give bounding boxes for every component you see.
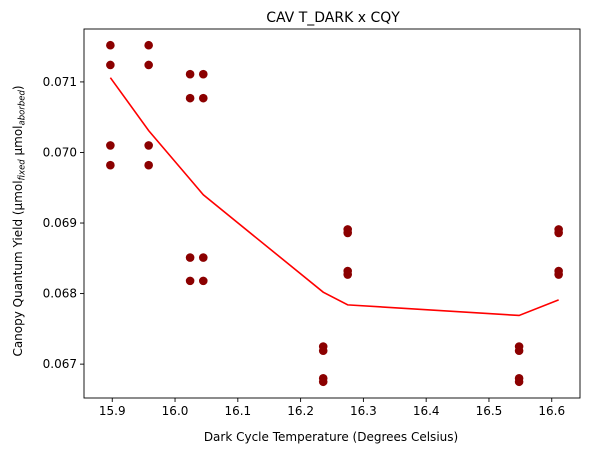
axes-frame: [83, 28, 581, 399]
x-tick-label: 16.6: [538, 404, 565, 418]
data-point: [185, 93, 195, 103]
data-point: [343, 228, 353, 238]
data-point: [106, 160, 115, 170]
data-point: [106, 60, 115, 70]
data-point: [185, 276, 195, 286]
data-point: [106, 40, 115, 50]
data-point: [144, 40, 153, 50]
data-point: [318, 377, 328, 387]
data-point: [106, 141, 115, 150]
y-tick-label: 0.067: [43, 357, 77, 371]
y-tick-label: 0.069: [43, 216, 77, 230]
chart-title: CAV T_DARK x CQY: [266, 10, 400, 26]
x-tick-label: 16.4: [413, 404, 440, 418]
plot-frame: [83, 28, 581, 399]
data-point: [198, 253, 208, 262]
x-axis-ticks: 15.9 16.0 16.1 16.2 16.3 16.4 16.5 16.6: [99, 398, 565, 418]
x-tick-label: 16.0: [162, 404, 189, 418]
x-tick-label: 16.2: [287, 404, 314, 418]
data-point: [144, 60, 153, 70]
data-point: [198, 276, 208, 286]
x-tick-label: 16.1: [224, 404, 251, 418]
data-point: [144, 141, 153, 150]
x-tick-label: 16.3: [350, 404, 377, 418]
x-tick-label: 16.5: [476, 404, 503, 418]
trend-line: [109, 77, 559, 317]
y-tick-label: 0.071: [43, 75, 77, 89]
data-point: [343, 270, 353, 279]
data-point: [185, 69, 195, 79]
data-point: [554, 228, 563, 238]
data-point: [514, 377, 524, 387]
data-point: [318, 346, 328, 356]
y-tick-label: 0.070: [43, 145, 77, 159]
data-point: [198, 69, 208, 79]
data-point: [554, 270, 563, 279]
data-point: [198, 93, 208, 103]
plot-marks: [106, 40, 563, 387]
y-axis-label: Canopy Quantum Yield (μmolfixed μmolabor…: [11, 85, 28, 356]
y-axis-ticks: 0.067 0.068 0.069 0.070 0.071: [43, 75, 84, 371]
x-tick-label: 15.9: [99, 404, 126, 418]
data-point: [514, 346, 524, 356]
data-point: [144, 160, 153, 170]
data-point: [185, 253, 195, 262]
x-axis-label: Dark Cycle Temperature (Degrees Celsius): [204, 430, 458, 444]
y-tick-label: 0.068: [43, 287, 77, 301]
